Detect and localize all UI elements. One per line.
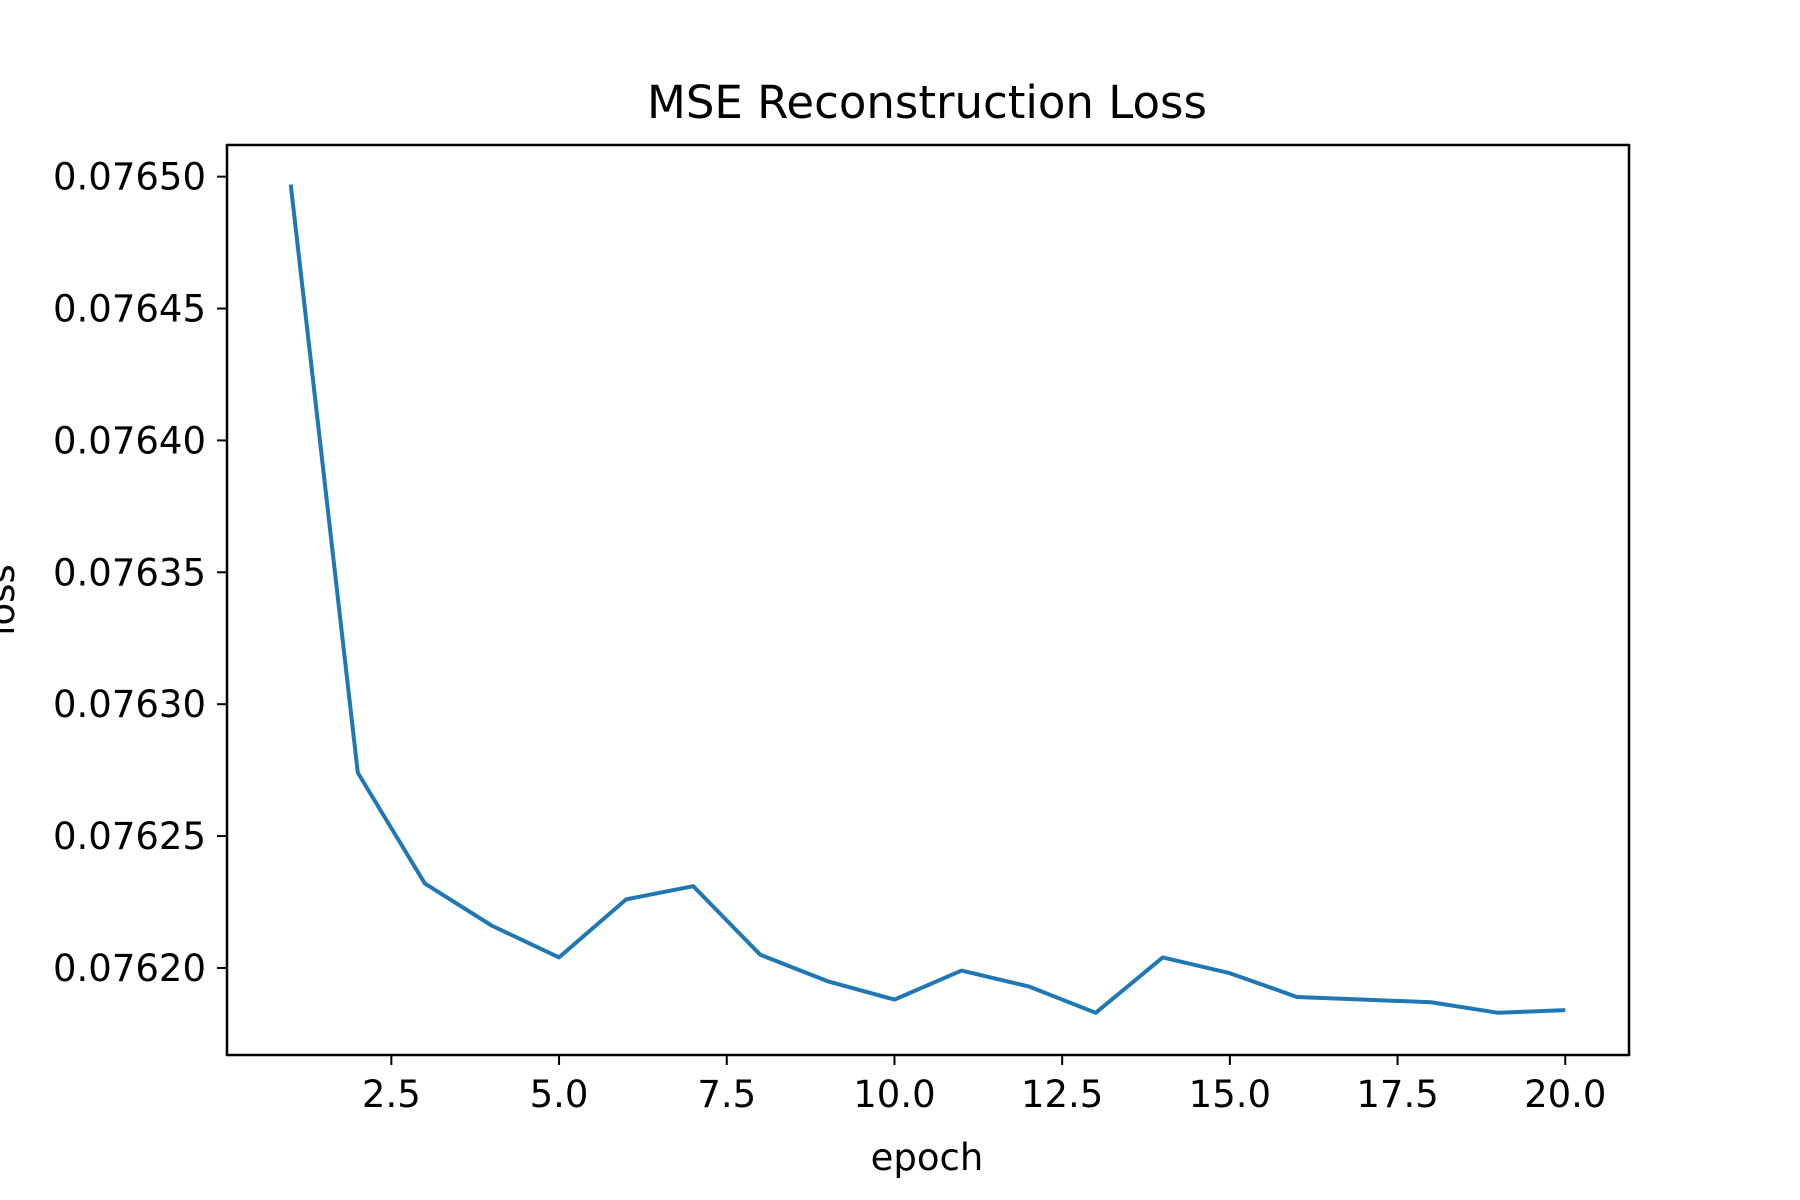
x-tick-label: 17.5 bbox=[1356, 1073, 1438, 1116]
x-tick-label: 20.0 bbox=[1524, 1073, 1606, 1116]
chart-title: MSE Reconstruction Loss bbox=[647, 76, 1207, 129]
y-tick-label: 0.07635 bbox=[53, 551, 206, 594]
x-tick-label: 5.0 bbox=[530, 1073, 589, 1116]
y-tick-label: 0.07630 bbox=[53, 683, 206, 726]
y-tick-label: 0.07650 bbox=[53, 156, 206, 199]
x-tick-label: 12.5 bbox=[1021, 1073, 1103, 1116]
y-tick-label: 0.07625 bbox=[53, 815, 206, 858]
y-tick-label: 0.07620 bbox=[53, 947, 206, 990]
y-axis: 0.07620 0.07625 0.07630 0.07635 0.07640 0.076… bbox=[53, 156, 227, 990]
x-tick-label: 2.5 bbox=[362, 1073, 421, 1116]
y-axis-title: loss bbox=[0, 564, 23, 635]
y-tick-label: 0.07640 bbox=[53, 419, 206, 462]
axes-frame bbox=[225, 143, 1631, 1057]
x-axis: 2.5 5.0 7.5 10.0 12.5 15.0 17.5 20.0 bbox=[362, 1055, 1606, 1116]
x-tick-label: 15.0 bbox=[1189, 1073, 1271, 1116]
x-tick-label: 10.0 bbox=[853, 1073, 935, 1116]
x-axis-title: epoch bbox=[871, 1136, 984, 1179]
x-tick-label: 7.5 bbox=[697, 1073, 756, 1116]
y-tick-label: 0.07645 bbox=[53, 288, 206, 331]
series-line bbox=[288, 184, 1566, 1015]
plot-area bbox=[288, 184, 1566, 1015]
